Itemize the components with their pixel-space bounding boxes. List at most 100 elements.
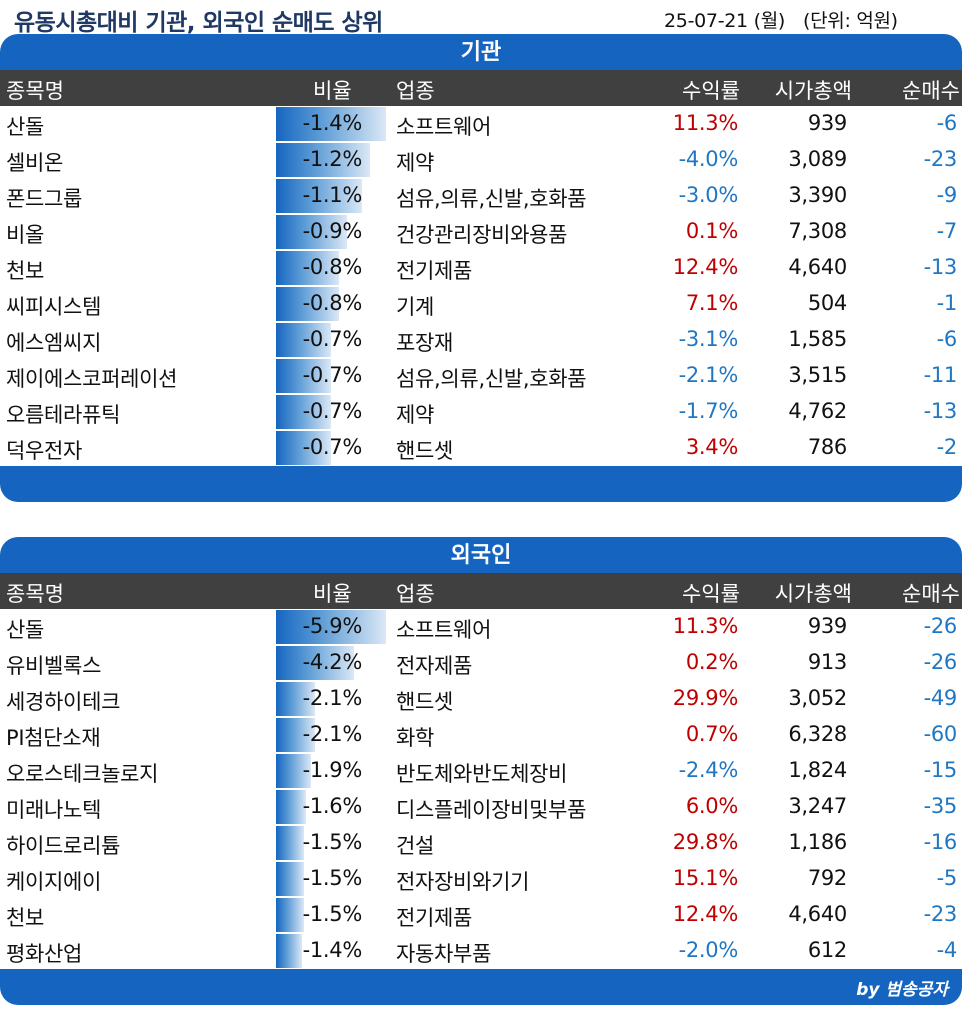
- industry: 포장재: [396, 331, 454, 355]
- net-value: -1: [936, 291, 958, 315]
- ratio-bar: [276, 107, 386, 141]
- ratio-bar: [276, 646, 354, 680]
- return-value: 0.7%: [685, 722, 738, 746]
- market-cap: 7,308: [788, 219, 847, 243]
- net-value: -35: [923, 794, 958, 818]
- ratio-bar-track: [276, 431, 386, 465]
- return-value: -3.0%: [678, 183, 739, 207]
- table-row: 오로스테크놀로지 -1.9% 반도체와반도체장비 -2.4% 1,824 -15: [0, 753, 962, 789]
- net-value: -26: [923, 650, 958, 674]
- ratio-value: -1.4%: [302, 111, 363, 135]
- industry: 제약: [396, 151, 435, 175]
- table-row: 덕우전자 -0.7% 핸드셋 3.4% 786 -2: [0, 430, 962, 466]
- col-market-cap: 시가총액: [774, 582, 852, 606]
- stock-name: 산돌: [6, 115, 45, 139]
- stock-name: 산돌: [6, 618, 45, 642]
- institution-panel-footer: [0, 466, 962, 502]
- ratio-bar-track: [276, 287, 386, 321]
- unit-text: (단위: 억원): [803, 10, 898, 32]
- net-value: -13: [923, 399, 958, 423]
- stock-name: 비올: [6, 223, 45, 247]
- net-value: -6: [936, 327, 958, 351]
- stock-name: 덕우전자: [6, 439, 83, 463]
- ratio-bar-track: [276, 359, 386, 393]
- industry: 자동차부품: [396, 942, 492, 966]
- market-cap: 3,515: [788, 363, 847, 387]
- ratio-bar-track: [276, 682, 386, 716]
- net-value: -4: [936, 938, 958, 962]
- net-value: -60: [923, 722, 958, 746]
- net-value: -26: [923, 614, 958, 638]
- return-value: 15.1%: [672, 866, 739, 890]
- ratio-value: -1.5%: [302, 902, 363, 926]
- market-cap: 792: [807, 866, 847, 890]
- stock-name: 씨피시스템: [6, 295, 102, 319]
- col-industry: 업종: [396, 79, 435, 103]
- credit-text: by 범송공자: [856, 980, 948, 1000]
- net-value: -23: [923, 147, 958, 171]
- ratio-bar-track: [276, 215, 386, 249]
- ratio-bar: [276, 359, 331, 393]
- foreign-panel-title: 외국인: [0, 537, 962, 573]
- ratio-bar-track: [276, 862, 386, 896]
- market-cap: 1,186: [788, 830, 847, 854]
- industry: 제약: [396, 403, 435, 427]
- ratio-bar: [276, 898, 304, 932]
- ratio-value: -0.7%: [302, 363, 363, 387]
- stock-name: 셀비온: [6, 151, 64, 175]
- ratio-bar: [276, 718, 315, 752]
- ratio-value: -0.7%: [302, 327, 363, 351]
- return-value: -2.4%: [678, 758, 739, 782]
- ratio-bar-track: [276, 826, 386, 860]
- ratio-bar-track: [276, 934, 386, 968]
- ratio-bar: [276, 790, 306, 824]
- market-cap: 4,640: [788, 255, 847, 279]
- ratio-value: -2.1%: [302, 722, 363, 746]
- stock-name: 천보: [6, 259, 45, 283]
- industry: 핸드셋: [396, 439, 454, 463]
- ratio-value: -4.2%: [302, 650, 363, 674]
- industry: 전자장비와기기: [396, 870, 530, 894]
- net-value: -2: [936, 435, 958, 459]
- table-row: 에스엠씨지 -0.7% 포장재 -3.1% 1,585 -6: [0, 322, 962, 358]
- industry: 핸드셋: [396, 690, 454, 714]
- return-value: 11.3%: [672, 614, 739, 638]
- market-cap: 939: [807, 111, 847, 135]
- table-row: 유비벨록스 -4.2% 전자제품 0.2% 913 -26: [0, 645, 962, 681]
- ratio-value: -1.4%: [302, 938, 363, 962]
- ratio-value: -1.5%: [302, 866, 363, 890]
- stock-name: 유비벨록스: [6, 654, 102, 678]
- net-value: -15: [923, 758, 958, 782]
- market-cap: 3,390: [788, 183, 847, 207]
- return-value: 29.8%: [672, 830, 739, 854]
- industry: 건강관리장비와용품: [396, 223, 568, 247]
- foreign-rows: 산돌 -5.9% 소프트웨어 11.3% 939 -26 유비벨록스 -4.2% 전자제품 0.2…: [0, 609, 962, 969]
- foreign-panel-footer: by 범송공자: [0, 969, 962, 1005]
- stock-name: 세경하이테크: [6, 690, 121, 714]
- market-cap: 504: [807, 291, 847, 315]
- col-net: 순매수: [902, 79, 960, 103]
- industry: 섬유,의류,신발,호화품: [396, 367, 587, 391]
- date-label: 25-07-21 (월) (단위: 억원): [664, 6, 898, 33]
- table-row: 천보 -1.5% 전기제품 12.4% 4,640 -23: [0, 897, 962, 933]
- net-value: -5: [936, 866, 958, 890]
- return-value: -3.1%: [678, 327, 739, 351]
- market-cap: 913: [807, 650, 847, 674]
- date-text: 25-07-21 (월): [664, 10, 785, 32]
- ratio-bar: [276, 862, 304, 896]
- ratio-bar-track: [276, 610, 386, 644]
- ratio-value: -0.7%: [302, 399, 363, 423]
- stock-name: 천보: [6, 906, 45, 930]
- stock-name: 오름테라퓨틱: [6, 403, 121, 427]
- col-return: 수익률: [682, 79, 740, 103]
- industry: 화학: [396, 726, 435, 750]
- market-cap: 4,640: [788, 902, 847, 926]
- net-value: -6: [936, 111, 958, 135]
- table-row: 세경하이테크 -2.1% 핸드셋 29.9% 3,052 -49: [0, 681, 962, 717]
- market-cap: 3,247: [788, 794, 847, 818]
- ratio-bar: [276, 934, 302, 968]
- col-ratio: 비율: [313, 79, 352, 103]
- stock-name: 평화산업: [6, 942, 83, 966]
- ratio-bar-track: [276, 754, 386, 788]
- col-name: 종목명: [6, 582, 64, 606]
